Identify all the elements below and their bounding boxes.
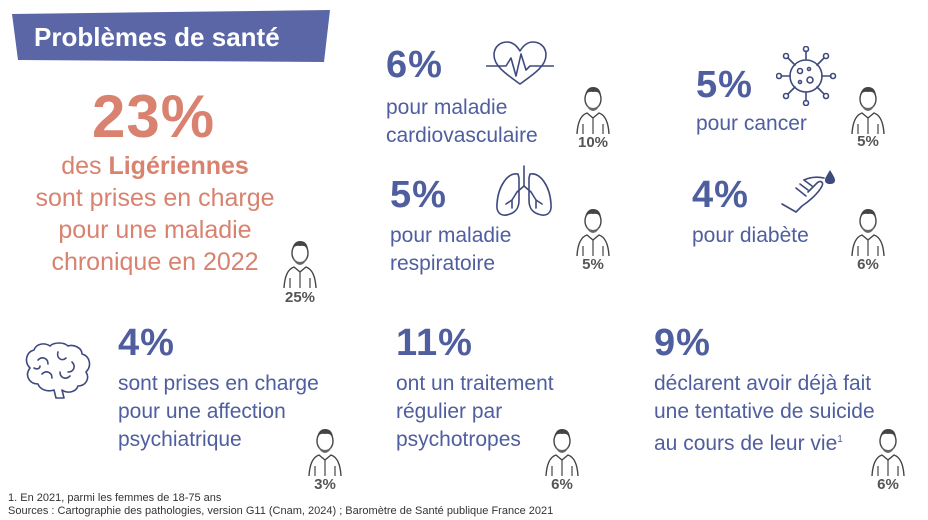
psy-line-2: pour une affection — [118, 400, 286, 423]
man-icon — [851, 86, 885, 134]
psy-line-1: sont prises en charge — [118, 372, 319, 395]
men-percentage-cancer: 5% — [857, 133, 879, 150]
cardio-line-1: pour maladie — [386, 96, 508, 119]
diabete-description: pour diabète — [692, 224, 809, 247]
brain-icon — [25, 342, 91, 399]
resp-description: pour maladie respiratoire — [390, 222, 511, 278]
lungs-icon — [496, 165, 552, 216]
main-line-1-prefix: des — [61, 152, 109, 180]
psycho-line-3: psychotropes — [396, 428, 521, 451]
men-percentage-suicide: 6% — [877, 476, 899, 493]
sources: Sources : Cartographie des pathologies, … — [8, 505, 554, 517]
man-icon — [851, 208, 885, 256]
men-percentage-psy: 3% — [314, 476, 336, 493]
man-icon — [576, 208, 610, 256]
heart-pulse-icon — [486, 41, 554, 85]
diabete-percentage: 4% — [692, 174, 749, 216]
main-line-3: pour une maladie — [58, 216, 252, 244]
cardio-description: pour maladie cardiovasculaire — [386, 94, 538, 150]
title-banner: Problèmes de santé — [12, 10, 330, 62]
virus-cell-icon — [776, 46, 837, 106]
cancer-description: pour cancer — [696, 112, 807, 135]
psycho-line-2: régulier par — [396, 400, 503, 423]
suicide-line-3: au cours de leur vie1 — [654, 426, 875, 458]
man-icon — [545, 428, 579, 476]
footnote: 1. En 2021, parmi les femmes de 18-75 an… — [8, 492, 222, 504]
suicide-description: déclarent avoir déjà fait une tentative … — [654, 370, 875, 458]
cardio-percentage: 6% — [386, 44, 443, 86]
psy-line-3: psychiatrique — [118, 428, 242, 451]
psy-percentage: 4% — [118, 322, 175, 364]
man-icon — [871, 428, 905, 476]
man-icon — [576, 86, 610, 134]
men-percentage-psycho: 6% — [551, 476, 573, 493]
main-description: des Ligériennes sont prises en charge po… — [0, 150, 310, 278]
footnote-marker: 1 — [837, 434, 843, 445]
suicide-percentage: 9% — [654, 322, 711, 364]
resp-line-1: pour maladie — [390, 224, 512, 247]
main-line-2: sont prises en charge — [35, 184, 275, 212]
psycho-line-1: ont un traitement — [396, 372, 554, 395]
resp-percentage: 5% — [390, 174, 447, 216]
psycho-percentage: 11% — [396, 322, 473, 364]
suicide-line-2: une tentative de suicide — [654, 400, 875, 423]
main-line-1-bold: Ligériennes — [108, 152, 249, 180]
main-percentage: 23% — [92, 83, 216, 150]
man-icon — [308, 428, 342, 476]
main-line-1: des Ligériennes — [0, 150, 310, 182]
cardio-line-2: cardiovasculaire — [386, 124, 538, 147]
men-percentage-main: 25% — [284, 289, 316, 306]
man-icon — [283, 240, 317, 288]
title-banner-shape — [12, 10, 330, 62]
resp-line-2: respiratoire — [390, 252, 496, 275]
psycho-description: ont un traitement régulier par psychotro… — [396, 370, 554, 454]
main-line-4: chronique en 2022 — [51, 248, 259, 276]
men-percentage-cardio: 10% — [577, 134, 609, 151]
suicide-line-3-text: au cours de leur vie — [654, 432, 838, 455]
page-title: Problèmes de santé — [34, 22, 280, 52]
men-percentage-diabete: 6% — [857, 256, 879, 273]
finger-drop-icon — [781, 170, 835, 213]
cancer-percentage: 5% — [696, 64, 753, 106]
suicide-line-1: déclarent avoir déjà fait — [654, 372, 872, 395]
men-percentage-resp: 5% — [582, 256, 604, 273]
psy-description: sont prises en charge pour une affection… — [118, 370, 319, 454]
